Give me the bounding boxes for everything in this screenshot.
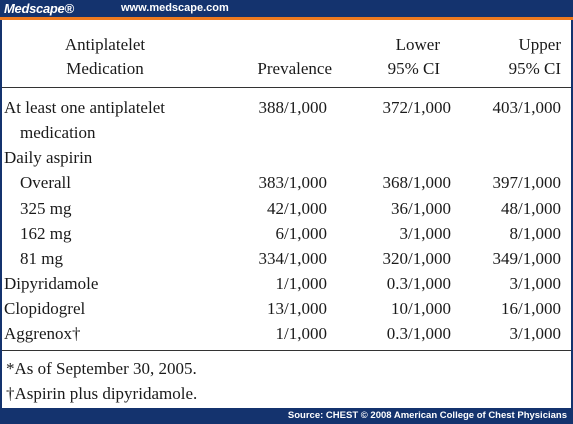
row-prevalence: 388/1,000 (258, 98, 327, 117)
row-prevalence: 1/1,000 (275, 324, 327, 343)
row-label: 162 mg (20, 224, 72, 243)
row-label: Aggrenox† (4, 324, 81, 343)
footnote-aggrenox: †Aspirin plus dipyridamole. (6, 384, 198, 403)
row-label: Daily aspirin (4, 148, 93, 167)
header-medication-line1: Antiplatelet (64, 35, 146, 54)
row-upper-ci: 397/1,000 (492, 173, 561, 192)
row-lower-ci: 372/1,000 (382, 98, 451, 117)
header-upper-line1: Upper (518, 35, 561, 54)
row-label: 325 mg (20, 199, 72, 218)
header-upper-line2: 95% CI (508, 59, 561, 78)
header-rule (2, 87, 571, 88)
row-lower-ci: 3/1,000 (399, 224, 451, 243)
frame-left-border (0, 20, 2, 408)
site-url[interactable]: www.medscape.com (121, 2, 229, 14)
row-upper-ci: 48/1,000 (501, 199, 561, 218)
header-prevalence: Prevalence (257, 59, 332, 78)
row-prevalence: 334/1,000 (258, 249, 327, 268)
row-label: medication (20, 123, 96, 142)
row-label: 81 mg (20, 249, 63, 268)
row-lower-ci: 10/1,000 (391, 299, 451, 318)
row-prevalence: 6/1,000 (275, 224, 327, 243)
row-label: At least one antiplatelet (4, 98, 165, 117)
row-lower-ci: 0.3/1,000 (386, 324, 451, 343)
row-lower-ci: 0.3/1,000 (386, 274, 451, 293)
row-lower-ci: 368/1,000 (382, 173, 451, 192)
row-prevalence: 42/1,000 (267, 199, 327, 218)
table-bottom-rule (2, 350, 571, 351)
row-upper-ci: 403/1,000 (492, 98, 561, 117)
row-label: Dipyridamole (4, 274, 99, 293)
row-prevalence: 1/1,000 (275, 274, 327, 293)
accent-divider (0, 17, 573, 20)
row-lower-ci: 320/1,000 (382, 249, 451, 268)
row-prevalence: 383/1,000 (258, 173, 327, 192)
row-upper-ci: 3/1,000 (509, 324, 561, 343)
header-lower-line2: 95% CI (387, 59, 440, 78)
row-upper-ci: 8/1,000 (509, 224, 561, 243)
row-upper-ci: 3/1,000 (509, 274, 561, 293)
header-lower-ci: Lower 95% CI (340, 33, 440, 81)
medscape-logo[interactable]: Medscape® (4, 1, 74, 16)
row-lower-ci: 36/1,000 (391, 199, 451, 218)
row-label: Overall (20, 173, 71, 192)
top-banner: Medscape® www.medscape.com (0, 0, 573, 17)
row-label: Clopidogrel (4, 299, 86, 318)
source-bar: Source: CHEST © 2008 American College of… (0, 408, 573, 424)
header-medication-line2: Medication (66, 59, 144, 78)
footnote-date: *As of September 30, 2005. (6, 359, 197, 378)
source-credit: Source: CHEST © 2008 American College of… (287, 410, 567, 421)
frame-right-border (571, 20, 573, 408)
header-lower-line1: Lower (395, 35, 440, 54)
header-upper-ci: Upper 95% CI (460, 33, 561, 81)
row-upper-ci: 16/1,000 (501, 299, 561, 318)
row-prevalence: 13/1,000 (267, 299, 327, 318)
header-medication: Antiplatelet Medication (20, 33, 190, 81)
row-upper-ci: 349/1,000 (492, 249, 561, 268)
